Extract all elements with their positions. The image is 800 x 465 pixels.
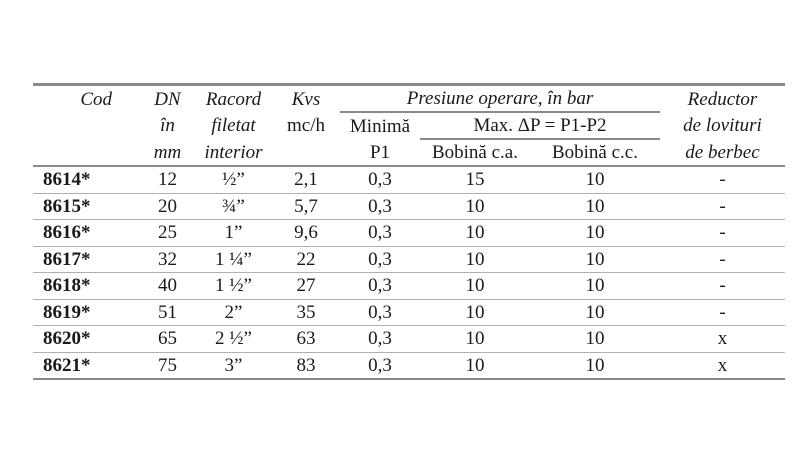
cell-cod: 8617* [33,246,140,273]
cell-bobina-cc: 10 [530,166,660,194]
cell-reductor: - [660,272,785,300]
header-dn-2: în [160,115,175,136]
cell-reductor: x [660,325,785,353]
header-presiune: Presiune operare, în bar [340,83,660,113]
header-dn-3: mm [140,139,195,167]
header-minima-p1: P1 [340,139,420,167]
cell-bobina-cc: 10 [530,219,660,247]
header-kvs-unit: mc/h [287,115,325,136]
cell-minima: 0,3 [340,246,420,273]
cell-racord: 1” [195,219,272,247]
header-bobina-cc: Bobină c.c. [530,139,660,167]
cell-kvs: 27 [272,272,340,300]
cell-kvs: 9,6 [272,219,340,247]
table-row: 8619* 51 2” 35 0,3 10 10- [33,299,785,326]
cell-kvs: 35 [272,299,340,326]
cell-dn: 40 [140,272,195,300]
cell-cod: 8619* [33,299,140,326]
cell-kvs: 2,1 [272,166,340,194]
table-row: 8618* 40 1 ½” 27 0,3 10 10- [33,272,785,300]
cell-cod: 8620* [33,325,140,353]
cell-racord: 1 ½” [195,272,272,300]
cell-bobina-cc: 10 [530,299,660,326]
cell-dn: 25 [140,219,195,247]
header-bobina-ca: Bobină c.a. [420,139,530,167]
header-racord: Racord [195,83,272,112]
cell-dn: 20 [140,193,195,220]
cell-cod: 8615* [33,193,140,220]
cell-racord: 1 ¼” [195,246,272,273]
cell-minima: 0,3 [340,193,420,220]
table-row: 8620* 65 2 ½” 63 0,3 10 10 x [33,325,785,353]
table-row: 8614* 12 ½” 2,1 0,3 15 10- [33,166,785,194]
cell-bobina-cc: 10 [530,272,660,300]
cell-kvs: 63 [272,325,340,353]
cell-bobina-ca: 10 [420,272,530,300]
cell-kvs: 83 [272,352,340,380]
cell-reductor: - [660,299,785,326]
table-row: 8615* 20 ¾” 5,7 0,3 10 10- [33,193,785,220]
cell-dn: 75 [140,352,195,380]
cell-bobina-cc: 10 [530,246,660,273]
cell-bobina-ca: 15 [420,166,530,194]
cell-bobina-cc: 10 [530,352,660,380]
cell-reductor: x [660,352,785,380]
cell-reductor: - [660,193,785,220]
cell-bobina-ca: 10 [420,219,530,247]
cell-dn: 12 [140,166,195,194]
table-row: 8617* 32 1 ¼” 22 0,3 10 10- [33,246,785,273]
cell-dn: 65 [140,325,195,353]
table-header: Cod DN Racord Kvs Presiune operare, în b… [33,83,785,167]
cell-bobina-ca: 10 [420,299,530,326]
header-racord-3: interior [195,139,272,167]
cell-bobina-ca: 10 [420,193,530,220]
valve-spec-table: Cod DN Racord Kvs Presiune operare, în b… [33,83,785,380]
cell-cod: 8614* [33,166,140,194]
cell-racord: 2” [195,299,272,326]
cell-reductor: - [660,246,785,273]
header-minima: Minimă [349,115,411,137]
table-row: 8621* 75 3” 83 0,3 10 10 x [33,352,785,380]
cell-dn: 51 [140,299,195,326]
header-reductor-3: de berbec [660,139,785,167]
cell-minima: 0,3 [340,219,420,247]
header-racord-2: filetat [211,115,256,136]
cell-cod: 8621* [33,352,140,380]
header-reductor: Reductor [660,83,785,112]
cell-kvs: 5,7 [272,193,340,220]
header-reductor-2: de lovituri [683,115,762,136]
cell-minima: 0,3 [340,272,420,300]
cell-racord: 3” [195,352,272,380]
cell-bobina-ca: 10 [420,246,530,273]
header-cod: Cod [33,83,140,112]
cell-dn: 32 [140,246,195,273]
header-kvs: Kvs [272,83,340,112]
cell-reductor: - [660,166,785,194]
cell-cod: 8618* [33,272,140,300]
cell-minima: 0,3 [340,325,420,353]
cell-bobina-cc: 10 [530,193,660,220]
cell-minima: 0,3 [340,166,420,194]
cell-racord: 2 ½” [195,325,272,353]
cell-kvs: 22 [272,246,340,273]
cell-reductor: - [660,219,785,247]
table-body: 8614* 12 ½” 2,1 0,3 15 10-8615* 20 ¾” 5,7 0,3 10 10-… [33,166,785,380]
header-dn: DN [140,83,195,112]
header-max-dp: Max. ΔP = P1-P2 [420,112,660,140]
cell-minima: 0,3 [340,299,420,326]
cell-bobina-ca: 10 [420,325,530,353]
table-row: 8616* 25 1” 9,6 0,3 10 10- [33,219,785,247]
cell-minima: 0,3 [340,352,420,380]
cell-racord: ¾” [195,193,272,220]
cell-racord: ½” [195,166,272,194]
cell-bobina-ca: 10 [420,352,530,380]
cell-cod: 8616* [33,219,140,247]
cell-bobina-cc: 10 [530,325,660,353]
